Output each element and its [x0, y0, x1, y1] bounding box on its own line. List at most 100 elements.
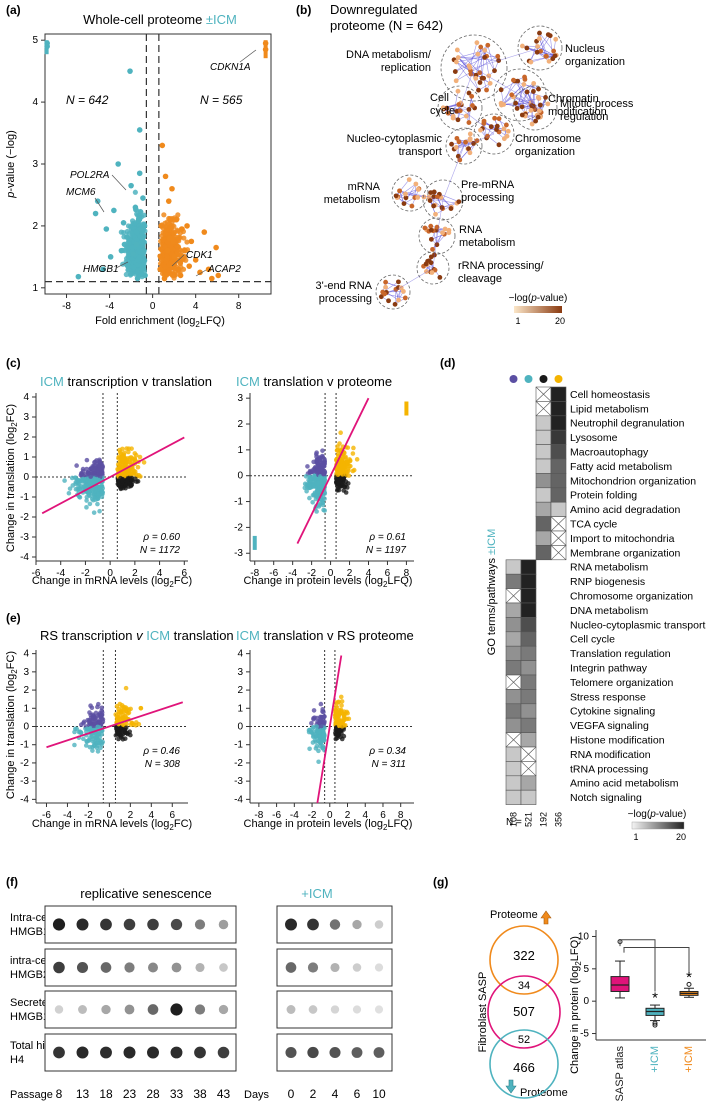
network-edge — [521, 91, 528, 107]
blot-dot — [373, 1047, 385, 1058]
data-point — [306, 729, 312, 735]
network-node — [456, 139, 462, 145]
venn-value-sasp: 507 — [513, 1004, 535, 1019]
data-point — [351, 445, 356, 451]
column-dot — [509, 375, 518, 383]
network-edge — [503, 80, 514, 105]
network-node — [477, 70, 483, 76]
network-node — [498, 87, 504, 93]
data-point — [311, 716, 316, 721]
data-point-down — [134, 237, 140, 243]
network-node — [482, 47, 488, 53]
heatmap-cell — [520, 703, 537, 719]
blot-frame — [44, 948, 237, 987]
data-point-up — [171, 254, 177, 260]
panel-c: (c) ICM transcription v translation ICM … — [5, 356, 414, 589]
heatmap-cross — [505, 588, 522, 604]
data-point — [346, 468, 351, 473]
venn-circle-up — [489, 925, 559, 995]
blot-row-label: HMGB1 — [10, 926, 49, 938]
heatmap-row-label: Protein folding — [570, 490, 637, 502]
network-node — [402, 295, 408, 301]
x-tick-label: -2 — [308, 810, 317, 821]
cluster-outline — [375, 274, 411, 310]
data-point-down — [137, 226, 144, 232]
y-tick-label: -3 — [234, 776, 243, 787]
panel-c-right-plot: -8 -6 -4 -2 0 2 4 6 8 -3 -2 -1 0 1 2 3 — [234, 393, 414, 579]
y-tick-label: 3 — [23, 412, 29, 423]
network-link — [519, 94, 536, 109]
data-point — [321, 714, 327, 719]
network-node — [509, 92, 515, 98]
data-point — [308, 477, 313, 483]
network-node — [429, 270, 435, 275]
data-point — [321, 463, 327, 469]
panel-f-icm-title: +ICM — [301, 886, 332, 901]
data-point — [137, 454, 143, 460]
data-point — [117, 447, 122, 453]
data-point — [138, 474, 143, 479]
data-point — [115, 731, 120, 737]
data-point — [74, 463, 79, 468]
heatmap-cell — [520, 789, 537, 805]
network-node — [455, 88, 461, 94]
network-node — [470, 103, 475, 108]
data-point — [123, 685, 129, 691]
data-point — [98, 745, 103, 751]
heatmap-cell — [505, 789, 522, 805]
data-point — [339, 699, 345, 704]
network-link — [436, 199, 444, 237]
heatmap-cell — [520, 674, 537, 690]
data-point — [125, 478, 130, 484]
panel-c-right-rho: ρ = 0.61 — [368, 532, 406, 543]
heatmap-cell — [520, 732, 537, 748]
y-tick-label: 1 — [32, 283, 38, 294]
gene-label-acap2: ACAP2 — [207, 264, 241, 275]
network-node — [428, 236, 434, 242]
data-point — [127, 467, 133, 472]
data-point-down — [139, 266, 145, 273]
cluster-outline — [493, 68, 547, 122]
network-node — [485, 42, 491, 48]
data-point-up — [177, 272, 184, 279]
blot-row-label: Secreted — [10, 997, 54, 1009]
data-point — [84, 466, 89, 472]
blot-row-label: intra-cell — [10, 955, 52, 967]
y-tick-label: 0 — [237, 471, 243, 482]
data-point-edge — [404, 401, 409, 416]
network-node — [535, 114, 541, 120]
blot-frame — [44, 990, 237, 1029]
data-point — [92, 459, 98, 464]
blot-dot — [374, 920, 384, 929]
heatmap-cell — [505, 631, 522, 647]
network-node — [440, 230, 445, 236]
network-edge — [452, 91, 459, 117]
network-node — [415, 195, 421, 200]
data-point-down — [125, 263, 131, 269]
data-point — [81, 736, 86, 742]
data-point — [126, 449, 131, 455]
x-tick-label: 0 — [328, 568, 334, 579]
data-point-up — [170, 238, 176, 245]
data-point — [317, 502, 322, 508]
heatmap-row-label: Integrin pathway — [570, 663, 648, 675]
data-point — [123, 730, 128, 735]
network-node — [521, 82, 527, 87]
network-node — [440, 105, 446, 111]
blot-dot — [219, 963, 228, 972]
blot-dot — [286, 1005, 296, 1014]
heatmap-row-label: RNA metabolism — [570, 562, 648, 574]
data-point-up — [179, 255, 186, 261]
significance-bracket — [619, 939, 656, 992]
heatmap-cell — [505, 689, 522, 705]
panel-c-right-title: ICM translation v proteome — [236, 374, 392, 389]
data-point-down — [142, 272, 148, 279]
data-point — [318, 479, 323, 485]
network-node — [552, 53, 558, 59]
data-point-down — [121, 230, 127, 236]
blot-dot — [351, 1047, 363, 1058]
y-tick-label: -4 — [20, 794, 29, 805]
network-node — [428, 260, 434, 266]
network-node — [378, 294, 384, 300]
